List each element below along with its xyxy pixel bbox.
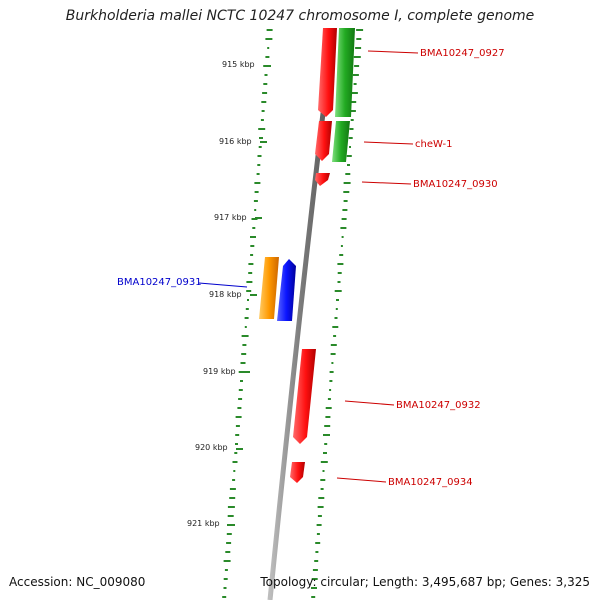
leader-bma10247-0931 (199, 283, 247, 287)
gene-bma10247-0934[interactable] (290, 462, 305, 483)
gene-bma10247-0931[interactable] (277, 259, 296, 321)
leader-bma10247-0930 (362, 182, 411, 184)
tick-label-916: 916 kbp (219, 137, 252, 146)
leader-bma10247-0934 (337, 478, 386, 482)
leader-chew-1 (364, 142, 413, 144)
genome-map[interactable]: 915 kbp 916 kbp 917 kbp 918 kbp 919 kbp … (0, 0, 600, 600)
leader-bma10247-0927 (368, 51, 418, 53)
tick-label-915: 915 kbp (222, 60, 255, 69)
tick-label-921: 921 kbp (187, 519, 220, 528)
label-bma10247-0934[interactable]: BMA10247_0934 (388, 477, 473, 488)
leader-bma10247-0932 (345, 401, 394, 405)
tick-label-920: 920 kbp (195, 443, 228, 452)
gene-chew-1[interactable] (315, 121, 332, 161)
tick-label-917: 917 kbp (214, 213, 247, 222)
genome-summary-text: Topology: circular; Length: 3,495,687 bp… (260, 575, 590, 589)
gene-bma10247-0930[interactable] (315, 173, 330, 186)
label-chew-1[interactable]: cheW-1 (415, 139, 452, 150)
accession-text: Accession: NC_009080 (9, 575, 145, 589)
gene-orange[interactable] (259, 257, 279, 319)
gene-green-upper[interactable] (335, 28, 355, 117)
tick-label-918: 918 kbp (209, 290, 242, 299)
label-bma10247-0932[interactable]: BMA10247_0932 (396, 400, 481, 411)
scale-ticks: 915 kbp 916 kbp 917 kbp 918 kbp 919 kbp … (187, 60, 271, 528)
tick-label-919: 919 kbp (203, 367, 236, 376)
label-bma10247-0931[interactable]: BMA10247_0931 (117, 277, 202, 288)
label-bma10247-0927[interactable]: BMA10247_0927 (420, 48, 505, 59)
label-bma10247-0930[interactable]: BMA10247_0930 (413, 179, 498, 190)
gene-bma10247-0927[interactable] (318, 28, 337, 117)
